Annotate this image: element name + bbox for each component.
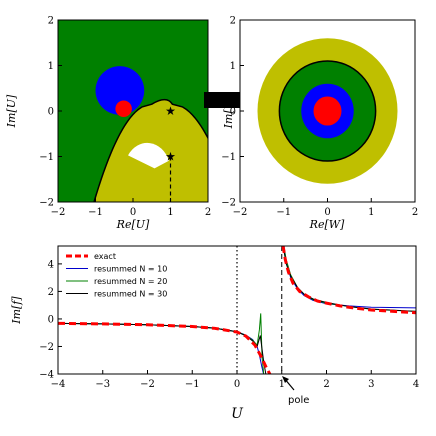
x-tick-label: 1	[167, 207, 173, 218]
y-axis-label: Im[W]	[222, 93, 235, 129]
y-ticks: −2 −1 0 1 2	[39, 16, 62, 209]
x-tick-label: −4	[51, 379, 66, 390]
y-tick-label: 1	[48, 61, 54, 72]
y-ticks: −2 −1 0 1 2	[221, 16, 244, 209]
panel-u-plane: ★ ★ −2 −1 0 1 2 −2 −1 0 1 2 Re[U] Im[U]	[5, 16, 211, 232]
x-tick-label: 0	[324, 207, 330, 218]
panel-im-f: −4 −3 −2 −1 0 1 2 3 4 −4 −2 0 2 4 U Im[f] exact resum…	[10, 245, 419, 422]
x-axis-label: Re[U]	[116, 218, 150, 231]
y-tick-label: −4	[39, 370, 54, 381]
y-tick-label: 4	[48, 259, 54, 270]
y-tick-label: −1	[221, 152, 236, 163]
x-axis-label: U	[231, 406, 244, 422]
x-tick-label: −3	[95, 379, 110, 390]
x-tick-label: −1	[88, 207, 103, 218]
arrowhead-icon	[282, 376, 289, 383]
star-marker: ★	[165, 150, 176, 164]
legend-label: exact	[94, 252, 116, 261]
white-region	[128, 142, 169, 169]
x-tick-label: −1	[185, 379, 200, 390]
y-tick-label: −2	[39, 198, 54, 209]
panel-w-plane: −2 −1 0 1 2 −2 −1 0 1 2 Re[W] Im[W]	[221, 16, 418, 232]
legend: exact resummed N = 10 resummed N = 20 resum…	[66, 252, 167, 299]
pole-annotation: pole	[282, 376, 309, 406]
blue-disk	[95, 66, 145, 115]
y-tick-label: 2	[230, 16, 236, 27]
y-tick-label: −2	[221, 198, 236, 209]
x-ticks: −2 −1 0 1 2	[51, 198, 211, 218]
star-marker: ★	[165, 104, 176, 118]
x-tick-label: 2	[323, 379, 329, 390]
y-tick-label: 2	[48, 16, 54, 27]
y-tick-label: 0	[230, 107, 236, 118]
legend-label: resummed N = 30	[94, 290, 167, 299]
y-tick-label: 2	[48, 287, 54, 298]
red-disk	[115, 100, 132, 117]
x-tick-label: −2	[233, 207, 248, 218]
x-tick-label: −2	[51, 207, 66, 218]
x-tick-label: 0	[130, 207, 136, 218]
y-tick-label: 0	[48, 314, 54, 325]
legend-label: resummed N = 10	[94, 265, 167, 274]
x-tick-label: −1	[276, 207, 291, 218]
pole-label: pole	[288, 395, 309, 406]
x-tick-label: 1	[279, 379, 285, 390]
x-tick-label: −2	[140, 379, 155, 390]
y-ticks: −4 −2 0 2 4	[39, 259, 62, 381]
series-line-0-1	[281, 246, 416, 315]
y-tick-label: −1	[39, 152, 54, 163]
ring-3	[313, 96, 342, 126]
x-ticks: −4 −3 −2 −1 0 1 2 3 4	[51, 370, 419, 390]
x-tick-label: 2	[205, 207, 211, 218]
legend-label: resummed N = 20	[94, 277, 167, 286]
y-tick-label: 1	[230, 61, 236, 72]
x-ticks: −2 −1 0 1 2	[233, 198, 418, 218]
series-line-0-0	[58, 321, 272, 374]
y-tick-label: −2	[39, 342, 54, 353]
x-axis-label: Re[W]	[309, 218, 345, 231]
x-tick-label: 4	[413, 379, 419, 390]
y-tick-label: 0	[48, 107, 54, 118]
x-tick-label: 1	[368, 207, 374, 218]
x-tick-label: 2	[412, 207, 418, 218]
y-axis-label: Im[U]	[5, 94, 18, 128]
x-tick-label: 3	[368, 379, 374, 390]
y-axis-label: Im[f]	[10, 296, 23, 325]
x-tick-label: 0	[234, 379, 240, 390]
